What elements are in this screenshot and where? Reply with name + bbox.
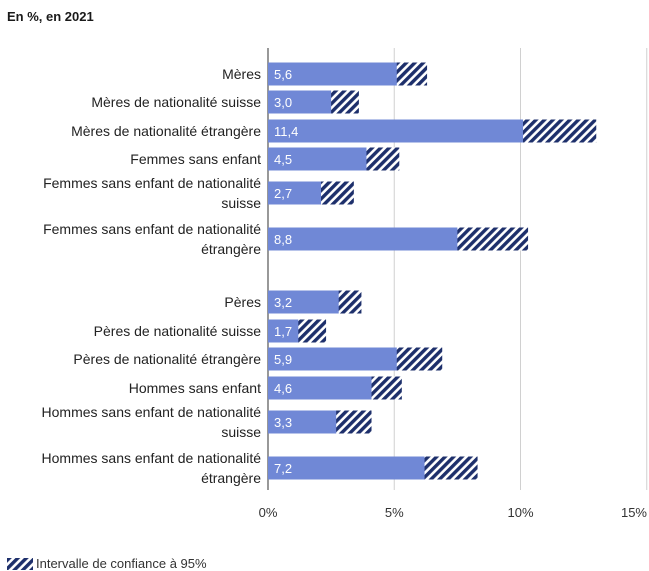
legend: Intervalle de confiance à 95% (7, 556, 207, 571)
bar (268, 181, 337, 205)
category-label: Mères (222, 66, 261, 82)
confidence-interval (523, 119, 597, 143)
value-label: 1,7 (274, 324, 292, 339)
confidence-interval (321, 181, 354, 205)
confidence-interval (336, 410, 372, 434)
x-tick-label: 0% (259, 505, 278, 520)
value-label: 4,6 (274, 381, 292, 396)
category-label: Femmes sans enfant (130, 151, 261, 167)
category-label: Mères de nationalité étrangère (71, 123, 261, 139)
category-label: Mères de nationalité suisse (91, 94, 261, 110)
bar (268, 90, 344, 114)
confidence-interval (396, 347, 443, 371)
category-labels: Mères Mères de nationalité suisse Mères de… (42, 66, 262, 486)
category-label: Hommes sans enfant de nationalité étrangè… (42, 450, 262, 486)
category-label: Femmes sans enfant de nationalité suisse (43, 175, 261, 211)
bar (268, 119, 556, 143)
bar (268, 410, 352, 434)
bar (268, 147, 382, 171)
confidence-interval (371, 376, 402, 400)
x-tick-label: 5% (385, 505, 404, 520)
confidence-interval (424, 456, 478, 480)
category-label: Pères de nationalité suisse (94, 323, 262, 339)
category-label: Pères de nationalité étrangère (73, 351, 261, 367)
bars: 5,6 3,0 11,4 4,5 2,7 8,8 3,2 1,7 5,9 4,6 3,3 7,2 (268, 62, 597, 480)
legend-hatch-swatch (7, 557, 33, 570)
value-label: 7,2 (274, 461, 292, 476)
bar (268, 376, 385, 400)
confidence-interval (396, 62, 428, 86)
bar-chart: 5,6 3,0 11,4 4,5 2,7 8,8 3,2 1,7 5,9 4,6 3,3 7,2 Mè… (42, 48, 648, 520)
value-label: 4,5 (274, 152, 292, 167)
bar (268, 347, 417, 371)
value-label: 5,6 (274, 67, 292, 82)
category-label: Femmes sans enfant de nationalité étrangè… (43, 221, 261, 257)
value-label: 11,4 (274, 124, 298, 139)
value-label: 8,8 (274, 232, 292, 247)
value-label: 3,0 (274, 95, 292, 110)
confidence-interval (298, 319, 327, 343)
bar (268, 227, 491, 251)
confidence-interval (338, 290, 362, 314)
bar (268, 62, 410, 86)
x-axis-ticks: 0% 5% 10% 15% (259, 505, 648, 520)
category-label: Hommes sans enfant (129, 380, 261, 396)
confidence-interval (457, 227, 529, 251)
chart-subtitle: En %, en 2021 (7, 9, 94, 24)
value-label: 5,9 (274, 352, 292, 367)
bar (268, 290, 349, 314)
value-label: 3,2 (274, 295, 292, 310)
category-label: Pères (224, 294, 261, 310)
value-label: 2,7 (274, 186, 292, 201)
bar (268, 456, 450, 480)
category-label: Hommes sans enfant de nationalité suisse (42, 404, 262, 440)
x-tick-label: 15% (621, 505, 647, 520)
x-tick-label: 10% (507, 505, 533, 520)
confidence-interval (331, 90, 359, 114)
value-label: 3,3 (274, 415, 292, 430)
legend-label: Intervalle de confiance à 95% (36, 556, 207, 571)
confidence-interval (366, 147, 400, 171)
